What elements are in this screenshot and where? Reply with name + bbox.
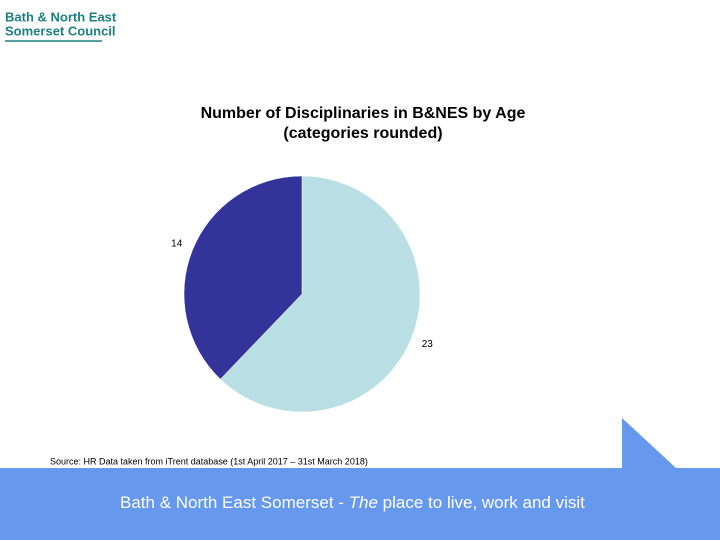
- pie: 23 14: [171, 175, 434, 413]
- source-note: Source: HR Data taken from iTrent databa…: [50, 456, 368, 466]
- chart-title: Number of Disciplinaries in B&NES by Age: [201, 105, 526, 122]
- footer-accent: [622, 418, 676, 468]
- chart-subtitle: (categories rounded): [283, 125, 442, 142]
- footer-band: [0, 468, 720, 540]
- pie-slice: [183, 175, 303, 380]
- footer-text: Bath & North East Somerset - The place t…: [120, 493, 585, 512]
- data-label: 23: [422, 339, 434, 350]
- footer-text-part: Bath & North East Somerset -: [120, 493, 349, 512]
- logo-line: Somerset Council: [5, 23, 116, 38]
- footer-text-part: place to live, work and visit: [378, 493, 585, 512]
- data-label: 14: [171, 238, 183, 249]
- pie-slice: [219, 175, 421, 413]
- logo-line: Bath & North East: [5, 9, 117, 24]
- footer-emphasis: The: [349, 493, 378, 512]
